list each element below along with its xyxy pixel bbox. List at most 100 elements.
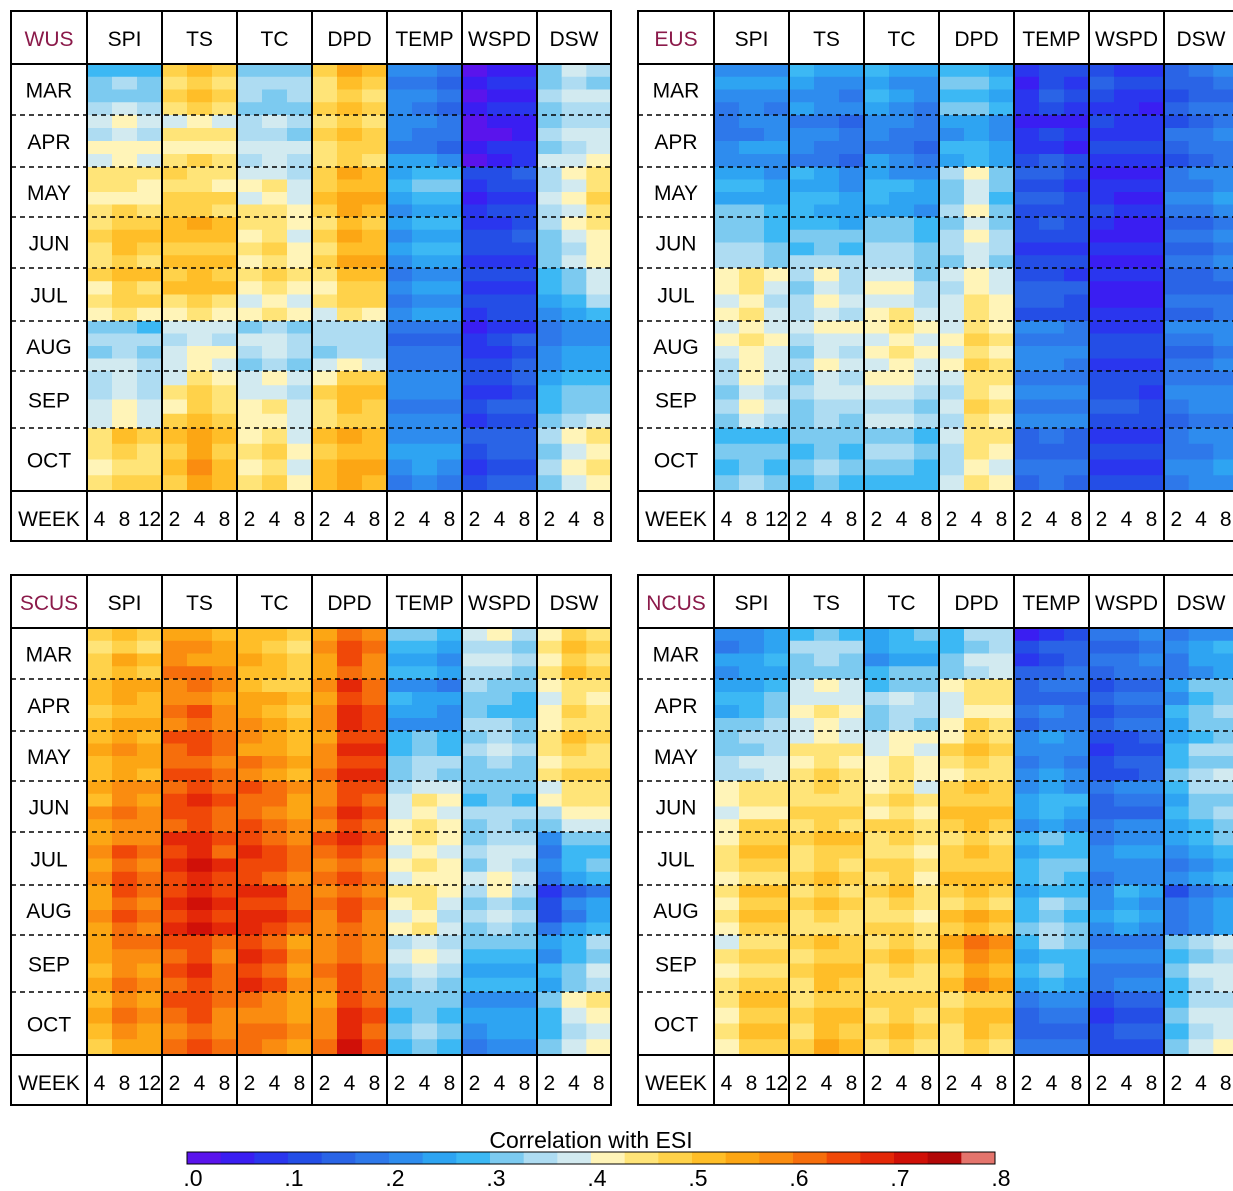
heat-cell [1039,192,1065,206]
heat-cell [1064,102,1090,116]
heat-cell [387,949,413,965]
heat-cell [262,731,288,745]
heat-cell [512,910,538,924]
heat-cell [889,935,915,950]
week-tick-label: 2 [871,508,883,531]
heat-cell [1039,294,1065,309]
heat-cell [112,128,138,142]
month-label: JUN [656,233,697,256]
heat-cell [437,640,463,655]
heat-cell [87,154,113,168]
heat-cell [914,399,940,415]
heat-cell [112,102,138,116]
heat-cell [512,321,538,335]
heat-cell [939,229,965,244]
heat-cell [462,922,488,936]
heat-cell [1114,459,1140,476]
heat-cell [87,845,113,860]
heat-cell [1039,897,1065,911]
heat-cell [137,179,163,193]
heat-cell [462,154,488,168]
week-tick-label: 2 [1096,508,1108,531]
heat-cell [1164,731,1190,745]
month-label: OCT [27,450,72,473]
variable-header: DPD [327,28,371,51]
heat-cell [362,832,388,846]
heat-cell [162,832,188,846]
heat-cell [237,897,263,911]
heat-cell [1139,922,1165,936]
heat-cell [714,781,740,795]
week-tick-label: 2 [394,1072,406,1095]
heat-cell [1114,666,1140,680]
heat-cell [1213,871,1233,886]
heat-cell [212,154,238,168]
heat-cell [87,167,113,181]
heat-cell [1064,128,1090,142]
heat-cell [187,679,213,693]
heat-cell [839,64,865,78]
week-tick-label: 4 [721,1072,733,1095]
heat-cell [739,333,765,347]
heat-cell [561,922,587,936]
colorbar-swatch [355,1152,390,1164]
heat-cell [1114,268,1140,282]
heat-cell [864,217,890,231]
heat-cell [889,897,915,911]
heat-cell [714,1023,740,1040]
heat-cell [1139,167,1165,181]
heat-cell [814,871,840,886]
heat-cell [989,845,1015,860]
heat-cell [1039,832,1065,846]
heat-cell [287,413,313,429]
heat-cell [387,768,413,782]
heat-cell [889,89,915,103]
heat-cell [814,963,840,979]
heat-cell [939,963,965,979]
heat-cell [162,781,188,795]
heat-cell [1114,628,1140,642]
heat-cell [1014,806,1040,820]
heat-cell [462,167,488,181]
heat-cell [1164,443,1190,461]
heat-cell [586,1007,612,1025]
heat-cell [789,321,815,335]
heat-cell [764,204,790,218]
heat-cell [939,385,965,401]
heat-cell [814,294,840,309]
heat-cell [839,845,865,860]
heat-cell [87,666,113,680]
heat-cell [586,910,612,924]
heat-cell [437,385,463,401]
heat-cell [262,692,288,706]
heat-cell [387,321,413,335]
heat-cell [1114,731,1140,745]
heat-cell [1188,910,1214,924]
heat-cell [362,858,388,873]
heat-cell [537,399,563,415]
heat-cell [362,141,388,155]
heat-cell [512,115,538,129]
heat-cell [1139,885,1165,899]
heat-cell [889,115,915,129]
heat-cell [462,89,488,103]
heat-cell [362,845,388,860]
heat-cell [187,768,213,782]
heat-cell [586,743,612,757]
heat-cell [939,922,965,936]
heat-cell [739,242,765,256]
heat-cell [412,679,438,693]
heat-cell [137,666,163,680]
heat-cell [362,346,388,360]
heat-cell [789,628,815,642]
heat-cell [964,781,990,795]
heat-cell [387,413,413,429]
heat-cell [537,268,563,282]
heat-cell [764,858,790,873]
heat-cell [312,358,338,372]
heat-cell [237,217,263,231]
heat-cell [212,281,238,296]
heat-cell [312,217,338,231]
heat-cell [1139,718,1165,732]
heat-cell [1114,897,1140,911]
